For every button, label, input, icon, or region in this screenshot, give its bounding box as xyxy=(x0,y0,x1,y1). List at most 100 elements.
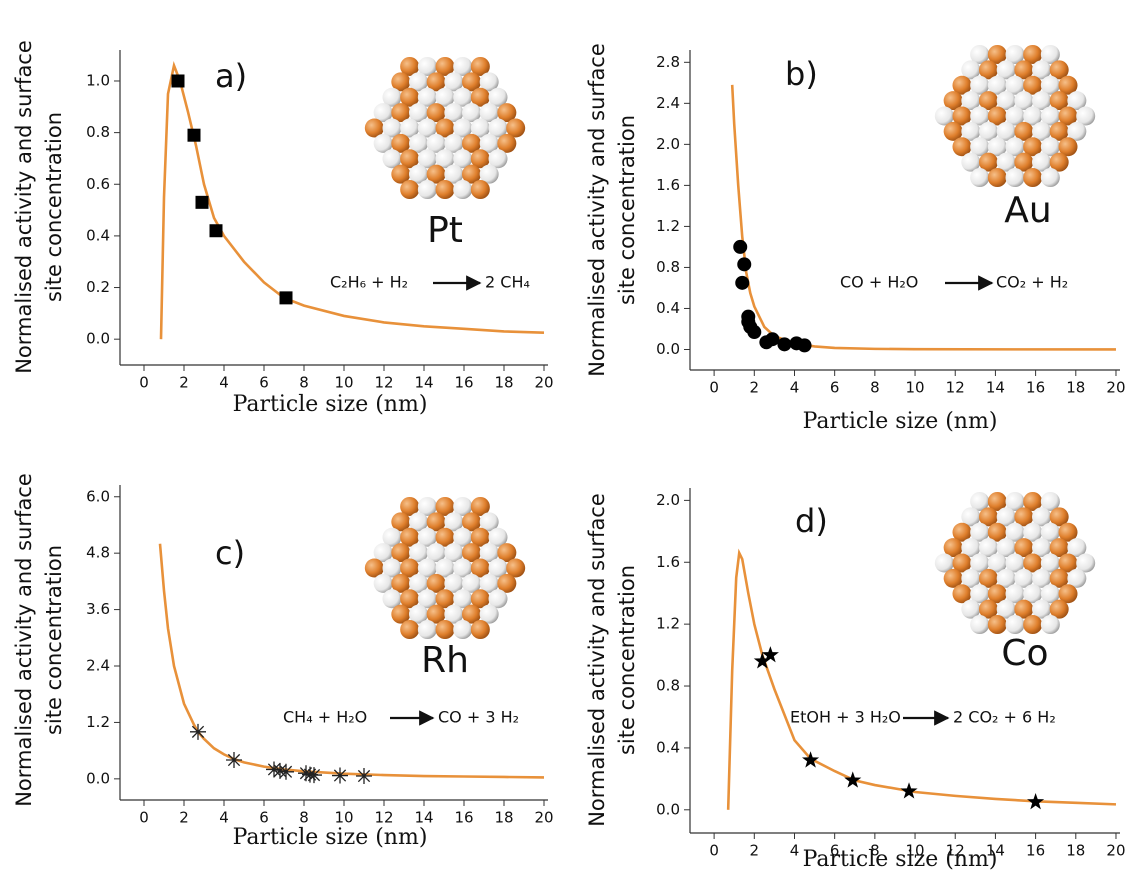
x-tick-label: 2 xyxy=(750,379,760,397)
atom xyxy=(462,543,482,563)
y-tick-label: 0.0 xyxy=(86,330,110,348)
atom xyxy=(1005,106,1025,126)
atom xyxy=(408,543,428,563)
y-tick-label: 1.6 xyxy=(656,176,680,194)
atom xyxy=(382,527,402,547)
x-tick-label: 2 xyxy=(750,842,760,860)
y-tick-label: 2.8 xyxy=(656,53,680,71)
data-point xyxy=(737,257,752,272)
atom xyxy=(1023,553,1043,573)
atom xyxy=(934,553,954,573)
atom xyxy=(1014,599,1034,619)
y-tick-label: 0.4 xyxy=(656,738,680,756)
atom xyxy=(1005,137,1025,157)
atom xyxy=(400,589,420,609)
atom xyxy=(961,91,981,111)
x-tick-label: 6 xyxy=(830,842,840,860)
atom xyxy=(462,103,482,123)
nanoparticle xyxy=(934,44,1096,188)
x-tick-label: 18 xyxy=(494,809,513,827)
y-axis-label: site concentration xyxy=(615,115,639,305)
panel-label: c) xyxy=(215,534,245,572)
atom xyxy=(400,56,420,76)
atom xyxy=(987,491,1007,511)
atom xyxy=(470,496,490,516)
atom xyxy=(462,512,482,532)
atom xyxy=(987,615,1007,635)
data-point xyxy=(171,74,185,88)
atom xyxy=(1014,91,1034,111)
atom xyxy=(497,103,517,123)
atom xyxy=(1058,522,1078,542)
x-tick-label: 6 xyxy=(259,374,269,392)
atom xyxy=(435,149,455,169)
y-tick-label: 0.0 xyxy=(656,800,680,818)
x-tick-label: 4 xyxy=(790,842,800,860)
y-tick-label: 0.6 xyxy=(86,175,110,193)
x-tick-label: 0 xyxy=(709,379,719,397)
atom xyxy=(996,121,1016,141)
atom xyxy=(408,604,428,624)
atom xyxy=(961,152,981,172)
atom xyxy=(373,543,393,563)
y-tick-label: 2.0 xyxy=(656,135,680,153)
atom xyxy=(1005,553,1025,573)
y-axis-label: Normalised activity and surface xyxy=(12,473,36,807)
atom xyxy=(987,553,1007,573)
y-tick-label: 6.0 xyxy=(86,487,110,505)
x-tick-label: 4 xyxy=(219,374,229,392)
data-point xyxy=(356,768,372,785)
atom xyxy=(453,180,473,200)
y-axis-label: Normalised activity and surface xyxy=(12,40,36,374)
atom xyxy=(462,573,482,593)
y-tick-label: 3.6 xyxy=(86,600,110,618)
atom xyxy=(470,180,490,200)
atom xyxy=(1014,152,1034,172)
x-tick-label: 8 xyxy=(299,374,309,392)
data-point xyxy=(298,765,314,782)
x-axis-label: Particle size (nm) xyxy=(233,825,428,850)
products: 2 CH₄ xyxy=(485,273,530,292)
atom xyxy=(435,118,455,138)
atom xyxy=(470,589,490,609)
atom xyxy=(426,72,446,92)
atom xyxy=(1049,568,1069,588)
atom xyxy=(1058,75,1078,95)
atom xyxy=(444,573,464,593)
atom xyxy=(996,568,1016,588)
y-tick-label: 1.2 xyxy=(656,217,680,235)
y-tick-label: 0.8 xyxy=(86,123,110,141)
atom xyxy=(987,584,1007,604)
x-tick-label: 16 xyxy=(1026,842,1045,860)
atom xyxy=(1023,75,1043,95)
atom xyxy=(479,133,499,153)
atom xyxy=(479,604,499,624)
data-point xyxy=(844,771,862,788)
atom xyxy=(417,180,437,200)
atom xyxy=(364,118,384,138)
data-point xyxy=(209,224,223,238)
atom xyxy=(1032,121,1052,141)
atom xyxy=(435,589,455,609)
x-tick-label: 18 xyxy=(1066,379,1085,397)
y-tick-label: 0.0 xyxy=(656,340,680,358)
atom xyxy=(408,72,428,92)
atom xyxy=(417,56,437,76)
atom xyxy=(435,180,455,200)
data-point xyxy=(765,332,780,347)
atom xyxy=(426,133,446,153)
atom xyxy=(417,589,437,609)
atom xyxy=(426,573,446,593)
x-tick-label: 20 xyxy=(534,374,553,392)
atom xyxy=(952,584,972,604)
x-tick-label: 10 xyxy=(334,374,353,392)
atom xyxy=(417,620,437,640)
atom xyxy=(1040,491,1060,511)
atom xyxy=(435,620,455,640)
y-tick-label: 2.0 xyxy=(656,491,680,509)
atom xyxy=(506,558,526,578)
atom xyxy=(382,87,402,107)
atom xyxy=(497,573,517,593)
metal-label: Pt xyxy=(427,210,463,251)
x-tick-label: 10 xyxy=(334,809,353,827)
